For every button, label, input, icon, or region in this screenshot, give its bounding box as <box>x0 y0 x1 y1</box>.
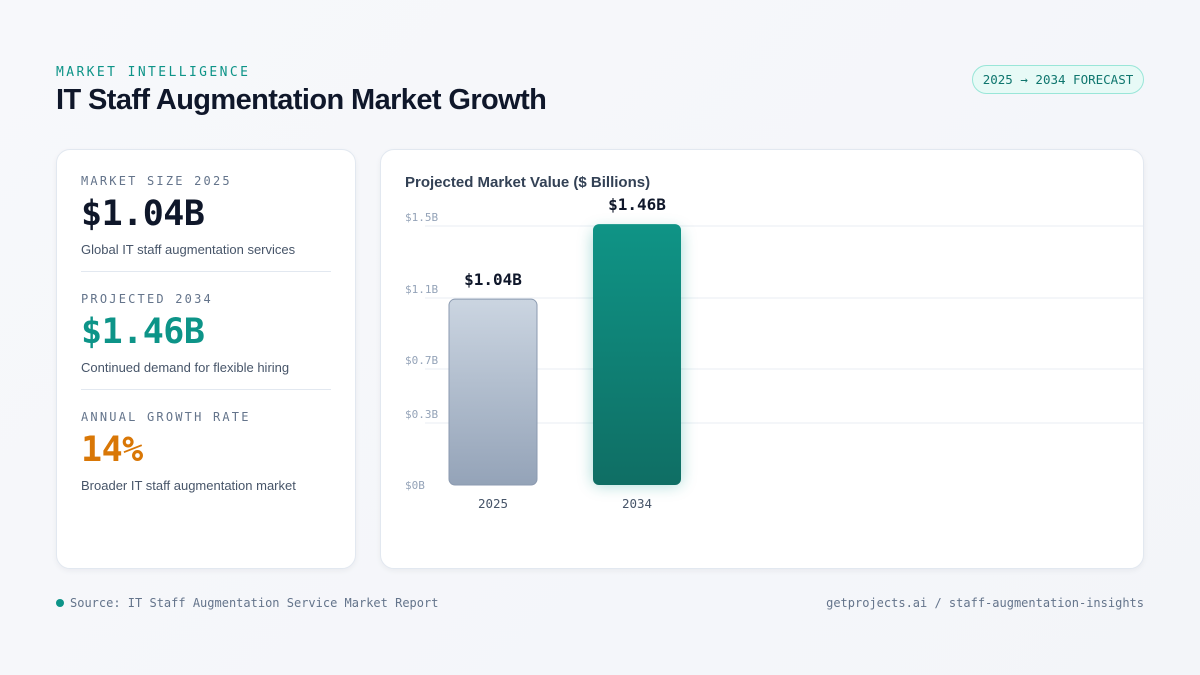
y-tick-label: $0B <box>405 479 425 492</box>
stat-description: Continued demand for flexible hiring <box>81 360 290 375</box>
stat-description: Broader IT staff augmentation market <box>81 478 296 493</box>
stat-value: 14% <box>81 430 143 470</box>
stat-description: Global IT staff augmentation services <box>81 242 296 257</box>
bar-chart: $0B $0.3B $0.7B $1.1B $1.5B $1.04B 2025 $1.46B 2… <box>405 195 1143 511</box>
data-label: $1.46B <box>608 195 666 214</box>
stat-label: MARKET SIZE 2025 <box>81 174 232 188</box>
stat-label: PROJECTED 2034 <box>81 292 213 306</box>
source-dot-icon <box>56 599 64 607</box>
stat-value: $1.04B <box>81 194 205 234</box>
stat-value: $1.46B <box>81 312 205 352</box>
chart-title: Projected Market Value ($ Billions) <box>405 174 651 191</box>
y-tick-label: $0.3B <box>405 408 438 421</box>
chart-card: Projected Market Value ($ Billions) $0B $… <box>380 149 1144 569</box>
bar-2025 <box>448 298 538 486</box>
y-tick-label: $1.1B <box>405 283 438 296</box>
site-link[interactable]: getprojects.ai / staff-augmentation-insi… <box>826 596 1144 610</box>
x-tick-label: 2025 <box>478 496 508 511</box>
stat-divider <box>81 389 331 390</box>
source-note: Source: IT Staff Augmentation Service Ma… <box>56 596 438 610</box>
stat-label: ANNUAL GROWTH RATE <box>81 410 251 424</box>
y-tick-label: $0.7B <box>405 354 438 367</box>
stats-card: MARKET SIZE 2025 $1.04B Global IT staff … <box>56 149 356 569</box>
y-tick-label: $1.5B <box>405 211 438 224</box>
stat-divider <box>81 271 331 272</box>
page-title: IT Staff Augmentation Market Growth <box>56 84 547 116</box>
stat-projected: PROJECTED 2034 $1.46B Continued demand f… <box>81 292 331 375</box>
eyebrow-label: MARKET INTELLIGENCE <box>56 65 251 80</box>
data-label: $1.04B <box>464 270 522 289</box>
source-text: Source: IT Staff Augmentation Service Ma… <box>70 596 439 610</box>
bar-2034 <box>593 224 681 485</box>
stat-market-size: MARKET SIZE 2025 $1.04B Global IT staff … <box>81 174 331 257</box>
stat-growth-rate: ANNUAL GROWTH RATE 14% Broader IT staff … <box>81 410 331 493</box>
x-tick-label: 2034 <box>622 496 652 511</box>
forecast-badge: 2025 → 2034 FORECAST <box>972 65 1144 94</box>
